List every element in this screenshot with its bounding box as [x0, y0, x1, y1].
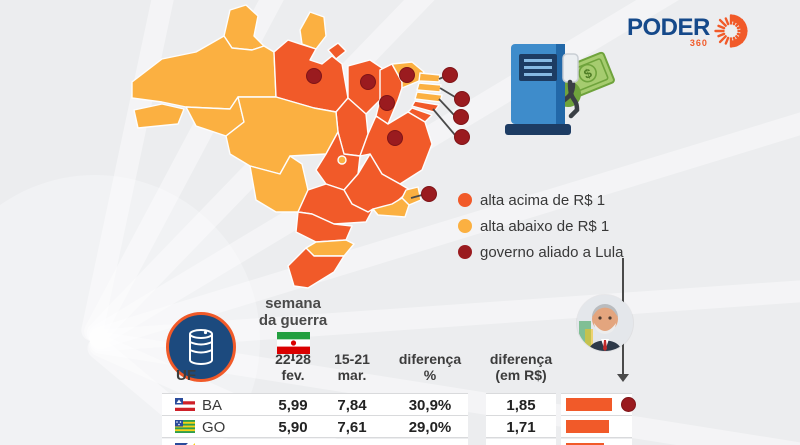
row-pct: 30,9%: [408, 397, 452, 414]
oil-barrel-icon: [189, 329, 213, 365]
row-diff-bar: [566, 420, 609, 433]
allied-dot-PA: [306, 68, 322, 84]
map-legend: alta acima de R$ 1 alta abaixo de R$ 1 gov…: [458, 190, 623, 268]
table-header-col1: 22-28 fev.: [275, 351, 311, 383]
row-mar: 7,84: [337, 397, 367, 414]
table-header-col2: 15-21 mar.: [334, 351, 370, 383]
state-DF: [337, 155, 347, 165]
allied-legend-dot: [458, 245, 472, 259]
allied-dot-CE: [399, 67, 415, 83]
legend-item-above: alta acima de R$ 1: [458, 190, 623, 210]
row-diff-bar: [566, 398, 612, 411]
table-row-GO-bar-cell: [561, 416, 632, 438]
lula-portrait-avatar: [577, 295, 633, 351]
legend-label: alta acima de R$ 1: [480, 191, 606, 209]
legend-label: governo aliado a Lula: [480, 243, 624, 261]
brazil-choropleth-map: [131, 4, 470, 289]
iran-flag-icon: [276, 332, 310, 354]
row-pct: 25,3%: [400, 442, 460, 445]
row-allied-dot: [621, 397, 636, 412]
state-RS: [287, 247, 345, 289]
allied-callout-dot-RN: [442, 67, 458, 83]
legend-item-allied: governo aliado a Lula: [458, 242, 623, 262]
table-row-GO: GO 5,90 7,61 29,0%: [162, 416, 468, 438]
row-uf-code: BA: [202, 397, 223, 414]
row-fev: 6,01: [263, 442, 323, 445]
allied-dot-PI: [379, 95, 395, 111]
above-legend-dot: [458, 193, 472, 207]
logo-sunburst-icon: [714, 14, 748, 48]
pump-hose-front: [567, 79, 580, 119]
state-ES: [401, 186, 422, 206]
table-header-col4: diferença (em R$): [489, 351, 553, 383]
allied-callout-dot-ES: [421, 186, 437, 202]
legend-item-below: alta abaixo de R$ 1: [458, 216, 623, 236]
state-AP: [299, 11, 327, 50]
fuel-pump-money-icon: $: [505, 44, 615, 135]
table-row-TO-bar-cell: [561, 439, 632, 445]
row-diff-bar: [566, 443, 604, 445]
state-AL: [411, 100, 440, 113]
allied-callout-line-PB: [439, 87, 456, 98]
allied-dot-BA: [387, 130, 403, 146]
row-diff-value: 1,85: [506, 397, 536, 414]
oil-barrel-badge: [166, 312, 236, 382]
flag-icon-BA: [175, 398, 195, 411]
state-PE: [414, 91, 443, 103]
allied-callout-line-AL: [432, 108, 456, 136]
row-diff-value: 1,52: [486, 442, 556, 445]
allied-dot-MA: [360, 74, 376, 90]
table-header-col3: diferença %: [398, 351, 462, 383]
row-mar: 7,61: [337, 419, 367, 436]
allied-callout-line-PE: [438, 98, 455, 116]
state-PR: [295, 211, 353, 243]
row-fev: 5,90: [278, 419, 308, 436]
flag-icon-GO: [175, 420, 195, 433]
allied-callout-dot-PB: [454, 91, 470, 107]
state-SC: [305, 239, 355, 257]
logo-360-badge: 360: [689, 38, 708, 48]
row-uf-code: GO: [202, 419, 226, 436]
table-row-BA-bar-cell: [561, 393, 636, 416]
logo-wordmark: PODER: [627, 14, 710, 41]
war-week-label-line1: semana: [265, 295, 321, 312]
allied-arrow-head: [617, 374, 629, 382]
table-row-BA: BA 5,99 7,84 30,9%: [162, 393, 468, 416]
row-uf-code: TO: [202, 442, 223, 445]
row-diff-value: 1,71: [506, 419, 536, 436]
state-RN: [418, 72, 441, 83]
table-row-GO-diff-cell: 1,71: [486, 416, 556, 438]
row-fev: 5,99: [278, 397, 308, 414]
war-week-pointer-tick: [292, 354, 294, 360]
allied-callout-line-ES: [410, 194, 423, 199]
table-row-BA-diff-cell: 1,85: [486, 393, 556, 416]
row-pct: 29,0%: [408, 419, 452, 436]
war-week-annotation: semana da guerra: [252, 295, 334, 360]
allied-callout-dot-PE: [453, 109, 469, 125]
below-legend-dot: [458, 219, 472, 233]
state-RR: [223, 4, 265, 51]
war-week-label-line2: da guerra: [258, 312, 328, 329]
state-AC: [133, 103, 185, 129]
table-row-TO: TO 6,017,53 25,3%: [162, 439, 468, 445]
table-header-uf: UF: [176, 367, 196, 384]
allied-callout-dot-AL: [454, 129, 470, 145]
state-PA: [327, 42, 347, 60]
poder360-logo: PODER 360: [627, 14, 749, 49]
state-PB: [416, 82, 442, 93]
row-mar: 7,53: [322, 442, 382, 445]
table-row-TO-diff-cell: 1,52: [486, 439, 556, 445]
legend-label: alta abaixo de R$ 1: [480, 217, 610, 235]
